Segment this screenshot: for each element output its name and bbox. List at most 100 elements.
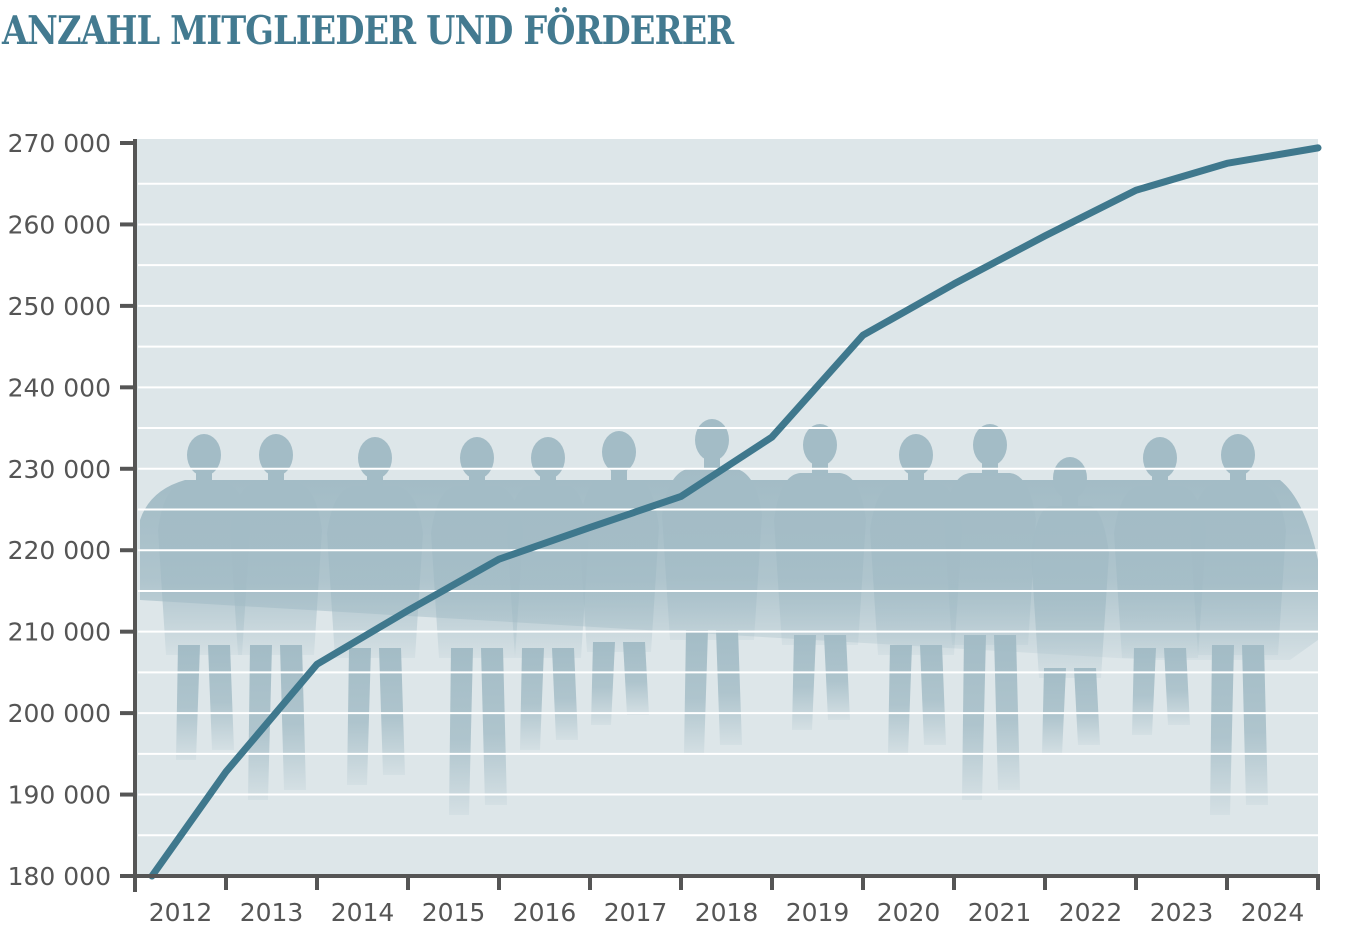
silhouette-leg	[248, 645, 272, 800]
silhouette-head	[803, 424, 837, 466]
silhouette-leg	[280, 645, 306, 790]
x-tick-label: 2015	[422, 898, 486, 927]
silhouette-leg	[920, 645, 946, 745]
x-tick-label: 2012	[149, 898, 213, 927]
series-line	[148, 144, 1322, 880]
y-tick-label: 230 000	[8, 455, 111, 484]
y-tick-label: 250 000	[8, 292, 111, 321]
silhouette-leg	[176, 645, 200, 760]
silhouette-leg	[379, 648, 405, 775]
silhouette-body	[158, 483, 250, 655]
silhouette-head	[1053, 457, 1087, 499]
x-tick-label: 2017	[604, 898, 668, 927]
silhouette-head	[1143, 437, 1177, 479]
silhouette-leg	[824, 635, 850, 720]
silhouette-neck	[1152, 473, 1168, 489]
silhouette-body	[870, 483, 962, 655]
silhouette-neck	[367, 473, 383, 489]
silhouette-body	[1190, 483, 1286, 655]
silhouette-neck	[1230, 470, 1246, 486]
silhouette-neck	[469, 473, 485, 489]
silhouette-neck	[196, 470, 212, 486]
silhouette-body	[507, 486, 589, 658]
x-tick-label: 2018	[695, 898, 759, 927]
y-tick-label: 270 000	[8, 129, 111, 158]
silhouette-leg	[623, 642, 649, 715]
silhouette-head	[1221, 434, 1255, 476]
x-tick-label: 2016	[513, 898, 577, 927]
chart-title: ANZAHL MITGLIEDER UND FÖRDERER	[2, 8, 734, 54]
person-silhouette	[230, 434, 322, 800]
person-silhouette	[507, 437, 589, 750]
silhouette-neck	[1062, 493, 1078, 509]
y-tick-label: 180 000	[8, 862, 111, 891]
silhouette-body	[1114, 486, 1206, 658]
silhouette-neck	[268, 470, 284, 486]
silhouette-neck	[908, 470, 924, 486]
silhouette-leg	[481, 648, 507, 805]
silhouette-head	[187, 434, 221, 476]
x-tick-label: 2019	[786, 898, 850, 927]
axes	[133, 139, 1320, 892]
silhouette-leg	[684, 630, 708, 755]
silhouette-neck	[540, 473, 556, 489]
silhouette-head	[602, 431, 636, 473]
silhouette-leg	[1132, 648, 1156, 735]
silhouette-leg	[716, 630, 742, 745]
silhouette-body	[944, 473, 1036, 645]
y-tick-label: 200 000	[8, 699, 111, 728]
x-axis-ticks: 2012 2013 2014 2015 2016 2017 2018 2019 2020 2021…	[133, 876, 1320, 927]
y-tick-label: 190 000	[8, 781, 111, 810]
x-tick-label: 2023	[1150, 898, 1214, 927]
silhouette-leg	[1210, 645, 1234, 815]
y-tick-label: 210 000	[8, 618, 111, 647]
silhouette-head	[531, 437, 565, 479]
silhouette-neck	[611, 467, 627, 483]
silhouette-leg	[792, 635, 816, 730]
gridlines	[138, 182, 1318, 837]
x-tick-label: 2022	[1059, 898, 1123, 927]
x-tick-label: 2013	[240, 898, 304, 927]
person-silhouette	[774, 424, 866, 730]
silhouette-neck	[704, 455, 720, 471]
silhouette-head	[259, 434, 293, 476]
silhouette-head	[973, 424, 1007, 466]
silhouette-leg	[962, 635, 986, 800]
silhouette-body	[662, 468, 762, 640]
silhouette-head	[358, 437, 392, 479]
silhouette-body	[774, 473, 866, 645]
people-silhouettes-background	[140, 419, 1318, 815]
y-axis-ticks: 180 000 190 000 200 000 210 000 220 000 230 0…	[8, 129, 135, 891]
silhouette-leg	[888, 645, 912, 755]
silhouette-leg	[208, 645, 234, 750]
silhouette-body	[230, 483, 322, 655]
person-silhouette	[1190, 434, 1286, 815]
person-silhouette	[158, 434, 250, 760]
silhouette-leg	[552, 648, 578, 740]
silhouette-head	[899, 434, 933, 476]
series-group	[148, 144, 1322, 880]
silhouette-head	[460, 437, 494, 479]
person-silhouette	[1031, 457, 1109, 755]
y-tick-label: 220 000	[8, 536, 111, 565]
silhouette-leg	[1074, 668, 1100, 745]
x-tick-label: 2021	[968, 898, 1032, 927]
silhouette-leg	[520, 648, 544, 750]
person-silhouette	[870, 434, 962, 755]
y-tick-label: 240 000	[8, 373, 111, 402]
silhouette-head	[695, 419, 729, 461]
person-silhouette	[662, 419, 762, 755]
silhouette-leg	[1242, 645, 1268, 805]
silhouette-leg	[347, 648, 371, 785]
silhouette-leg	[591, 642, 615, 725]
y-tick-label: 260 000	[8, 210, 111, 239]
x-tick-label: 2020	[877, 898, 941, 927]
silhouette-body	[1031, 506, 1109, 678]
silhouette-leg	[449, 648, 473, 815]
silhouette-leg	[1164, 648, 1190, 725]
person-silhouette	[944, 424, 1036, 800]
x-tick-label: 2024	[1241, 898, 1305, 927]
x-tick-label: 2014	[331, 898, 395, 927]
silhouette-leg	[1042, 668, 1066, 755]
